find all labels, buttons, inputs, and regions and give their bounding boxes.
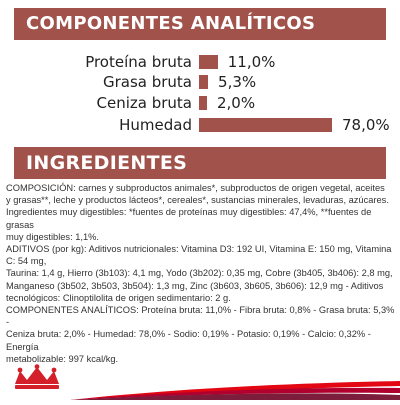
ingredients-line: Ingredientes muy digestibles: *fuentes d…: [6, 207, 372, 230]
ingredients-line: metabolizable: 997 kcal/kg.: [6, 353, 119, 364]
analytic-bar: [199, 96, 207, 110]
royal-canin-crown-logo-icon: [12, 364, 62, 390]
ingredients-line: ADITIVOS (por kg): Aditivos nutricionale…: [6, 244, 392, 267]
analytic-label: Humedad: [119, 116, 192, 134]
ingredients-line: COMPONENTES ANALÍTICOS: Proteína bruta: …: [6, 305, 395, 328]
ingredients-line: muy digestibles: 1,1%.: [6, 231, 100, 242]
decorative-stripes: [70, 380, 400, 400]
analytic-row-ash: Ceniza bruta 2,0%: [0, 92, 400, 114]
ingredients-line: Taurina: 1,4 g, Hierro (3b103): 4,1 mg, …: [6, 268, 393, 279]
ingredients-line: y grasas**, leche y productos lácteos*, …: [6, 195, 389, 206]
analytic-label: Ceniza bruta: [96, 94, 192, 112]
analytic-row-fat: Grasa bruta 5,3%: [0, 71, 400, 93]
ingredients-line: Manganeso (3b502, 3b503, 3b504): 1,3 mg,…: [6, 280, 384, 291]
analytic-bar: [199, 55, 218, 69]
analytic-bar: [199, 118, 332, 132]
analytic-bar: [199, 75, 209, 89]
analytic-row-moisture: Humedad 78,0%: [0, 114, 400, 136]
analytic-label: Proteína bruta: [85, 53, 192, 71]
analytic-value: 2,0%: [217, 94, 256, 112]
analytic-value: 5,3%: [218, 73, 257, 91]
analytic-value: 78,0%: [342, 116, 390, 134]
analytic-value: 11,0%: [227, 53, 276, 71]
analytic-row-protein: Proteína bruta 11,0%: [0, 51, 400, 73]
ingredients-title: INGREDIENTES: [26, 152, 188, 174]
ingredients-text: COMPOSICIÓN: carnes y subproductos anima…: [6, 182, 398, 365]
analytic-components-title: COMPONENTES ANALÍTICOS: [26, 13, 316, 34]
ingredients-line: COMPOSICIÓN: carnes y subproductos anima…: [6, 183, 385, 193]
ingredients-line: Ceniza bruta: 2,0% - Humedad: 78,0% - So…: [6, 329, 371, 352]
ingredients-header: INGREDIENTES: [14, 147, 386, 179]
analytic-label: Grasa bruta: [102, 73, 192, 91]
analytic-components-header: COMPONENTES ANALÍTICOS: [14, 8, 386, 40]
ingredients-line: tecnológicos: Clinoptilolita de origen s…: [6, 292, 231, 303]
